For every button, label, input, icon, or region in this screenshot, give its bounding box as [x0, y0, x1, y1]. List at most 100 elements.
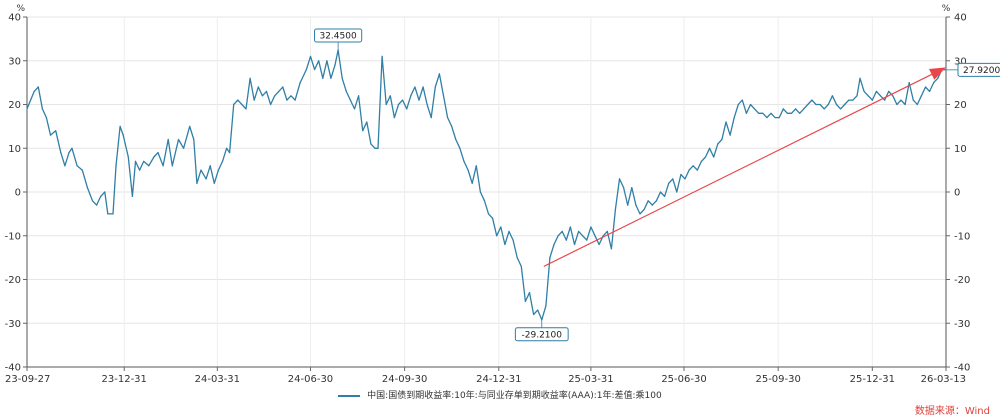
- data-point: [167, 138, 169, 141]
- y-axis-right-unit: %: [942, 4, 951, 14]
- data-point: [153, 156, 155, 158]
- data-point: [741, 99, 743, 101]
- data-point: [162, 165, 164, 167]
- data-point: [104, 191, 106, 193]
- data-point: [71, 147, 73, 149]
- data-point: [933, 82, 935, 84]
- data-point: [60, 152, 62, 154]
- data-point: [318, 60, 320, 62]
- y-left-tick-label: -30: [5, 319, 21, 330]
- data-point: [823, 108, 825, 110]
- data-point: [520, 265, 522, 267]
- data-point: [672, 178, 674, 180]
- y-right-tick-label: 30: [954, 56, 967, 67]
- data-point: [912, 99, 914, 101]
- data-point: [86, 187, 88, 189]
- y-left-tick-label: 0: [15, 188, 21, 199]
- data-point: [377, 147, 379, 149]
- data-point: [610, 248, 613, 250]
- data-point: [900, 99, 902, 101]
- data-point: [122, 134, 124, 136]
- trend-arrow: [543, 67, 946, 267]
- data-point: [635, 204, 637, 206]
- y-right-tick-label: 0: [954, 188, 960, 199]
- data-point: [471, 182, 473, 184]
- data-point: [659, 191, 662, 193]
- data-point: [704, 156, 707, 158]
- data-point: [664, 195, 666, 197]
- data-point: [290, 95, 292, 97]
- data-point: [177, 138, 180, 141]
- data-point: [200, 169, 202, 171]
- data-point: [782, 108, 784, 110]
- y-right-tick-label: -30: [954, 319, 970, 330]
- y-left-tick-label: 20: [8, 100, 21, 111]
- data-point: [148, 165, 150, 167]
- data-point: [590, 226, 592, 228]
- data-point: [81, 169, 83, 171]
- data-point: [229, 152, 231, 154]
- data-point: [139, 169, 141, 171]
- data-point: [573, 243, 576, 246]
- data-point: [119, 125, 121, 127]
- data-point: [774, 117, 776, 119]
- data-point: [884, 99, 886, 101]
- data-point: [500, 226, 502, 228]
- data-point: [381, 55, 383, 58]
- x-tick-label: 24-03-31: [195, 374, 240, 385]
- data-point: [565, 239, 567, 241]
- data-point: [623, 187, 625, 189]
- data-point: [569, 226, 572, 228]
- callout-label: 32.4500: [319, 32, 356, 42]
- data-point: [402, 99, 404, 101]
- data-point: [274, 95, 276, 97]
- data-point: [916, 103, 918, 106]
- data-point: [91, 200, 94, 202]
- data-point: [831, 95, 834, 97]
- data-point: [896, 103, 898, 106]
- y-left-tick-label: 30: [8, 56, 21, 67]
- data-point: [879, 95, 882, 97]
- x-tick-label: 24-06-30: [288, 374, 333, 385]
- data-point: [594, 235, 596, 237]
- data-point: [533, 313, 535, 316]
- data-point: [647, 200, 649, 202]
- data-point: [492, 217, 494, 219]
- data-point: [586, 239, 588, 241]
- data-point: [442, 95, 445, 97]
- data-point: [627, 204, 629, 206]
- x-tick-label: 24-09-30: [382, 374, 427, 385]
- callout-box: [514, 327, 569, 342]
- x-tick-label: 25-03-31: [568, 374, 613, 385]
- series-group: [26, 49, 947, 321]
- data-point: [463, 160, 465, 162]
- trend-arrow-head: [928, 67, 946, 80]
- y-right-tick-label: -40: [954, 363, 970, 374]
- data-point: [349, 99, 351, 101]
- source-note: 数据来源：Wind: [914, 406, 990, 417]
- data-point: [183, 147, 185, 149]
- value-callouts: 32.4500 -29.2100 27.9200: [314, 28, 1000, 342]
- data-point: [904, 103, 906, 106]
- data-point: [406, 108, 408, 110]
- x-tick-label: 25-06-30: [661, 374, 706, 385]
- data-point: [96, 204, 98, 206]
- data-point: [483, 200, 486, 202]
- data-point: [733, 117, 735, 119]
- data-point: [213, 182, 215, 184]
- data-point: [467, 169, 469, 171]
- data-point: [680, 173, 682, 176]
- data-point: [358, 95, 360, 97]
- data-point: [189, 125, 191, 127]
- data-point: [270, 103, 272, 106]
- data-point: [684, 178, 686, 180]
- callout-label: 27.9200: [963, 66, 1000, 76]
- data-point: [226, 147, 228, 149]
- data-point: [410, 95, 412, 97]
- data-point: [261, 95, 263, 97]
- data-point: [827, 103, 829, 106]
- data-point: [249, 77, 251, 79]
- data-point: [790, 112, 793, 114]
- data-point: [345, 90, 347, 92]
